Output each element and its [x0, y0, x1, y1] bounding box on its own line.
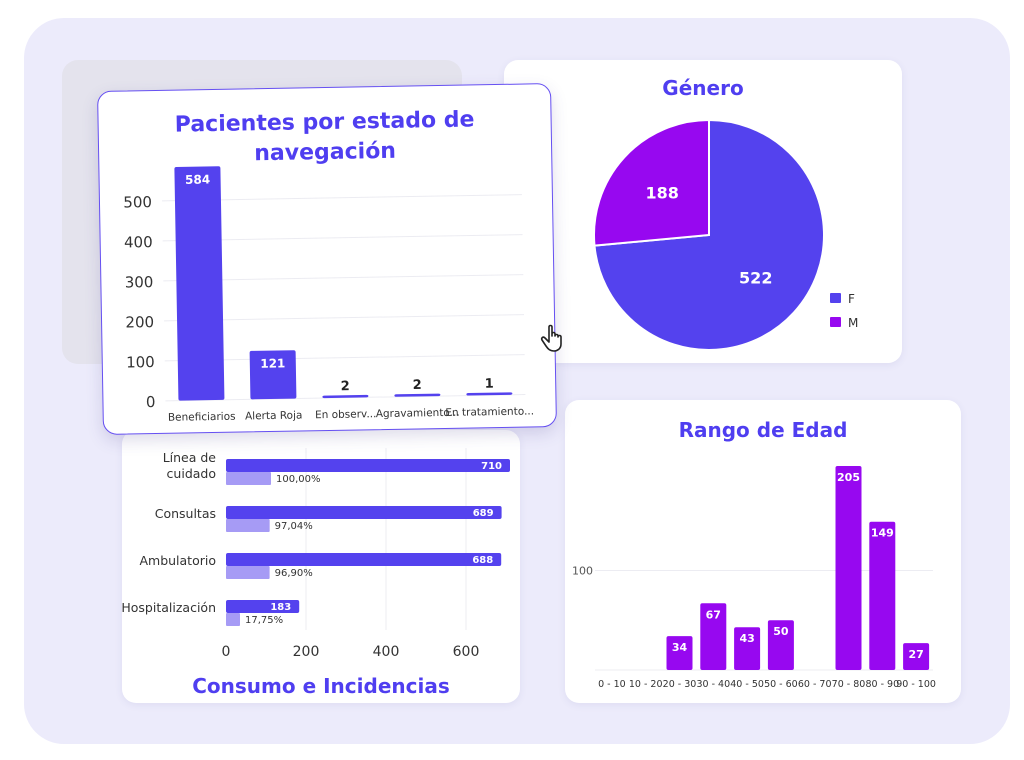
- gridline: [162, 234, 523, 242]
- x-tick-label: 60 - 70: [798, 679, 832, 690]
- age-range-bar-chart: 100 0 - 10 10 - 20 34 20 - 30 67 30 - 40 43 40 -…: [572, 465, 936, 690]
- bar: [835, 465, 862, 670]
- bar: [869, 521, 896, 670]
- bar-value-label: 2: [413, 378, 422, 393]
- bar-value-label: 34: [672, 641, 688, 654]
- x-tick-label: 600: [453, 644, 480, 660]
- bar: [700, 603, 727, 670]
- bar-series-2: [226, 472, 271, 485]
- bar-value-label: 584: [185, 172, 210, 186]
- bar-value-label: 689: [473, 508, 494, 519]
- gridline: [163, 274, 524, 282]
- category-label: Línea de: [163, 450, 217, 465]
- bar-value-label: 50: [773, 625, 789, 638]
- category-label: Consultas: [155, 506, 216, 521]
- y-tick-label: 0: [146, 393, 156, 411]
- age-range-chart-card: Rango de Edad 100 0 - 10 10 - 20 34 20 - 30 6…: [565, 400, 961, 703]
- bar-series-1: [226, 459, 510, 472]
- gridline: [164, 354, 525, 362]
- bar-series-1: [226, 553, 502, 566]
- pie-slice: [593, 118, 710, 247]
- category-label: Hospitalización: [122, 600, 216, 615]
- bar-value-label: 710: [481, 461, 502, 472]
- gridline: [164, 314, 525, 322]
- y-tick-label: 400: [124, 233, 153, 251]
- y-tick-label: 100: [126, 353, 155, 371]
- x-tick-label: En tratamiento...: [445, 405, 534, 419]
- x-tick-label: 0: [222, 644, 231, 660]
- pie-value-label: 188: [646, 183, 679, 202]
- y-tick-label: 300: [125, 273, 154, 291]
- consumption-chart-title: Consumo e Incidencias: [192, 674, 450, 698]
- gender-pie-chart: 522 188 FM: [593, 118, 858, 351]
- x-tick-label: 20 - 30: [663, 679, 697, 690]
- bar-value-label: 2: [341, 379, 350, 394]
- gender-chart-title: Género: [662, 76, 744, 100]
- legend-swatch: [830, 317, 841, 327]
- bar: [734, 627, 761, 670]
- x-tick-label: 10 - 20: [629, 679, 663, 690]
- category-label: cuidado: [167, 466, 216, 481]
- y-tick-label: 200: [125, 313, 154, 331]
- bar: [767, 620, 794, 670]
- bar-value-label: 183: [270, 602, 291, 613]
- bar-series-1: [226, 600, 300, 613]
- x-tick-label: Alerta Roja: [245, 409, 303, 422]
- bar-value-label: 1: [485, 377, 494, 392]
- x-tick-label: 50 - 60: [764, 679, 798, 690]
- bar-series-2: [226, 566, 270, 579]
- bar: [174, 166, 225, 401]
- bar-value-label: 96,90%: [275, 568, 313, 579]
- bar-value-label: 688: [472, 555, 493, 566]
- navigation-status-bar-chart: 0 100 200 300 400 500 584 Beneficiarios 121 Alert…: [123, 166, 534, 424]
- bar: [249, 350, 297, 400]
- consumption-chart-card: 0 200 400 600 710 100,00% Línea de cuidado 689 97…: [122, 430, 520, 703]
- y-tick-label: 500: [123, 193, 152, 211]
- x-tick-label: Beneficiarios: [168, 411, 236, 424]
- gridline: [161, 194, 522, 202]
- x-tick-label: En observ...: [315, 408, 377, 421]
- bar-series-2: [226, 613, 240, 626]
- x-tick-label: 400: [373, 644, 400, 660]
- bar-value-label: 67: [706, 608, 721, 621]
- legend-label: F: [848, 292, 855, 306]
- hand-cursor-icon: [540, 324, 562, 352]
- bar-series-1: [226, 506, 502, 519]
- bar-value-label: 121: [260, 356, 285, 370]
- y-tick-label: 100: [572, 564, 593, 577]
- pie-value-label: 522: [739, 269, 772, 288]
- gender-chart-card: Género 522 188 F M: [504, 60, 902, 363]
- bar-value-label: 97,04%: [275, 521, 313, 532]
- bar-value-label: 149: [871, 527, 894, 540]
- x-tick-label: 70 - 80: [832, 679, 866, 690]
- navigation-status-chart-card[interactable]: Pacientes por estado de navegación 0 100 2…: [97, 83, 557, 435]
- x-tick-label: 40 - 50: [730, 679, 764, 690]
- age-range-chart-title: Rango de Edad: [678, 418, 848, 442]
- bar: [394, 393, 441, 397]
- bar: [322, 394, 369, 399]
- bar: [903, 643, 930, 670]
- bar-value-label: 100,00%: [276, 474, 321, 485]
- bar: [466, 392, 513, 396]
- x-tick-label: 30 - 40: [696, 679, 730, 690]
- bar-value-label: 205: [837, 471, 860, 484]
- bar-value-label: 43: [739, 632, 754, 645]
- legend-label: M: [848, 316, 858, 330]
- category-label: Ambulatorio: [139, 553, 216, 568]
- bar-value-label: 27: [908, 648, 923, 661]
- legend-swatch: [830, 293, 841, 303]
- x-tick-label: 0 - 10: [598, 679, 626, 690]
- bar-series-2: [226, 519, 270, 532]
- bar-value-label: 17,75%: [245, 615, 283, 626]
- x-tick-label: 200: [293, 644, 320, 660]
- x-tick-label: 90 - 100: [896, 679, 936, 690]
- x-tick-label: 80 - 90: [865, 679, 899, 690]
- x-tick-label: Agravamiento...: [376, 407, 460, 420]
- bar: [666, 636, 693, 670]
